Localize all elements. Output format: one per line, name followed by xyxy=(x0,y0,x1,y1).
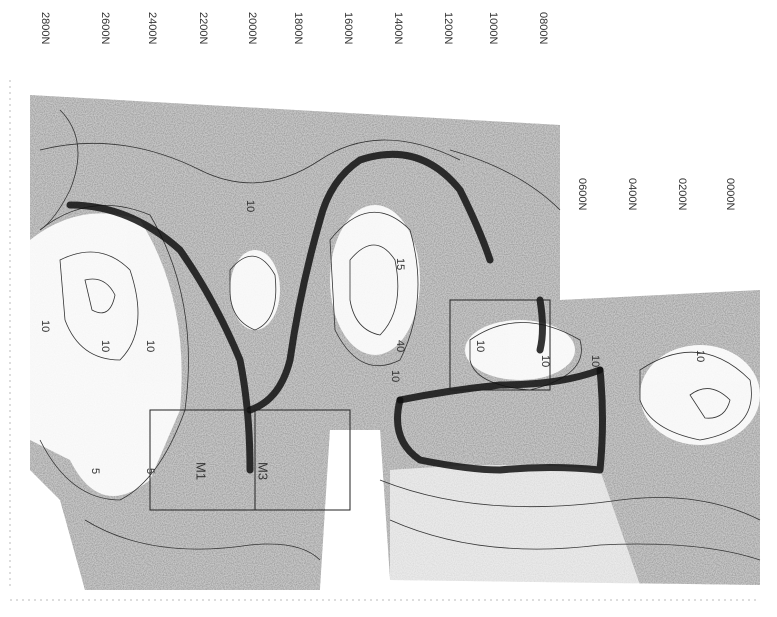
contour-label: 10 xyxy=(99,340,111,352)
grid-line-label: 1800N xyxy=(292,12,304,44)
grid-line-label: 1400N xyxy=(392,12,404,44)
contour-label: 10 xyxy=(144,340,156,352)
grid-line-label: 0200N xyxy=(676,178,688,210)
contour-label: 10 xyxy=(589,355,601,367)
grid-line-label: 2000N xyxy=(246,12,258,44)
marker-label: M1 xyxy=(194,462,209,480)
contour-map: 2800N 2600N 2400N 2200N 2000N 1800N 1600N 1400N… xyxy=(0,0,777,617)
contour-label: 40 xyxy=(394,340,406,352)
grid-line-label: 1000N xyxy=(487,12,499,44)
contour-label: 10 xyxy=(244,200,256,212)
contour-label: 5 xyxy=(144,468,156,474)
contour-label: 10 xyxy=(389,370,401,382)
grid-line-label: 1600N xyxy=(342,12,354,44)
contour-label: 10 xyxy=(539,355,551,367)
grid-line-label: 0400N xyxy=(626,178,638,210)
contour-label: 10 xyxy=(39,320,51,332)
marker-label: M3 xyxy=(256,462,271,480)
grid-line-label: 2800N xyxy=(39,12,51,44)
contour-label: 15 xyxy=(394,258,406,270)
contour-label: 10 xyxy=(474,340,486,352)
grid-line-label: 0600N xyxy=(576,178,588,210)
grid-line-label: 0000N xyxy=(724,178,736,210)
grid-line-label: 0800N xyxy=(537,12,549,44)
contour-label: 5 xyxy=(89,468,101,474)
grid-line-label: 2600N xyxy=(99,12,111,44)
contour-label: 10 xyxy=(694,350,706,362)
grid-line-label: 1200N xyxy=(442,12,454,44)
grid-line-label: 2200N xyxy=(197,12,209,44)
grid-line-label: 2400N xyxy=(146,12,158,44)
